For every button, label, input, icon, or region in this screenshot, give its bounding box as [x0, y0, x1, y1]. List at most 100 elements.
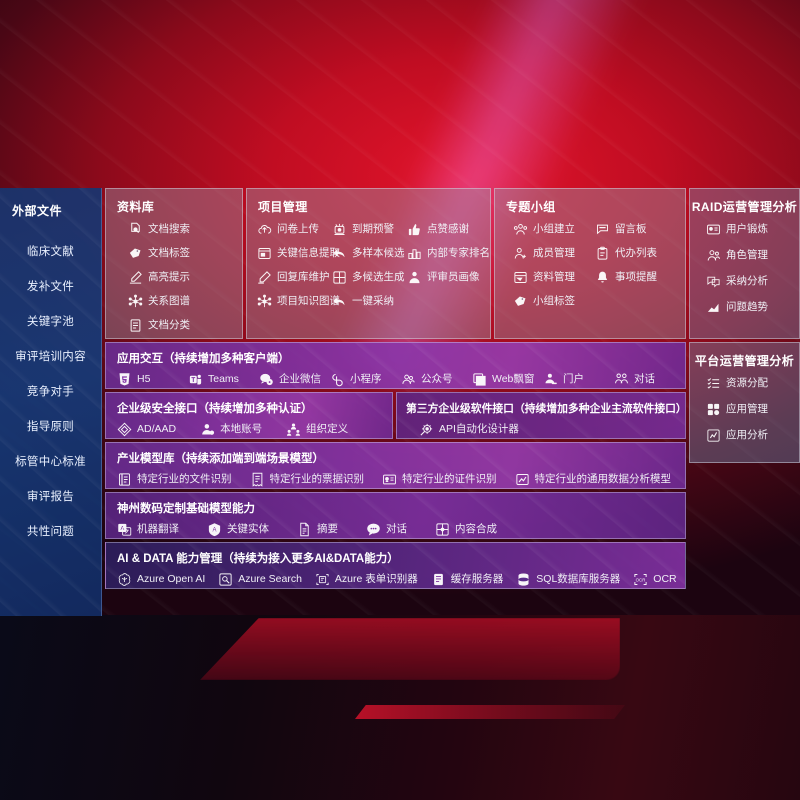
item-issue-trend[interactable]: 问题趋势: [706, 300, 791, 315]
item-app-analysis[interactable]: 应用分析: [706, 428, 791, 443]
item-label: 角色管理: [726, 249, 768, 262]
item-label: 事项提醒: [615, 271, 657, 284]
panel-raid-analysis: RAID运营管理分析 用户锻炼 角色管理 采纳分析 问题趋势: [689, 188, 800, 339]
item-org-definition[interactable]: 组织定义: [286, 422, 348, 437]
item-official-account[interactable]: 公众号: [401, 372, 472, 387]
item-doc-tag[interactable]: 文档标签: [128, 246, 234, 261]
item-label: 应用管理: [726, 403, 768, 416]
bar-dcits-base-model: 神州数码定制基础模型能力 A 机器翻译 A 关键实体 摘要 对话 内容合成: [105, 492, 686, 539]
bar-security-items: AD/AAD 本地账号 组织定义: [106, 416, 392, 437]
item-user-training[interactable]: 用户锻炼: [706, 222, 791, 237]
item-todo-list[interactable]: 代办列表: [595, 246, 677, 261]
item-data-analysis-model[interactable]: 特定行业的通用数据分析模型: [515, 472, 671, 487]
item-miniprogram[interactable]: 小程序: [330, 372, 401, 387]
item-one-click-adopt[interactable]: 一键采纳: [332, 294, 407, 309]
item-expiry-alert[interactable]: 到期预警: [332, 222, 407, 237]
item-web-float-window[interactable]: Web飘窗: [472, 372, 543, 387]
item-summary[interactable]: 摘要: [297, 522, 338, 537]
sidebar-item-review-report[interactable]: 审评报告: [26, 490, 75, 503]
panel-library-title: 资料库: [117, 200, 155, 214]
item-key-entity[interactable]: A 关键实体: [207, 522, 269, 537]
people-group-icon: [513, 222, 528, 237]
item-doc-search[interactable]: 文档搜索: [128, 222, 234, 237]
background-shard-lower: [355, 705, 625, 719]
item-cache-server[interactable]: 缓存服务器: [431, 572, 503, 587]
alarm-icon: [332, 222, 347, 237]
item-group-tag[interactable]: 小组标签: [513, 294, 595, 309]
item-teams[interactable]: Teams: [188, 372, 259, 387]
sidebar-item-guidelines[interactable]: 指导原则: [26, 420, 75, 433]
item-file-recognition[interactable]: 特定行业的文件识别: [117, 472, 232, 487]
item-wecom[interactable]: 企业微信: [259, 372, 330, 387]
item-azure-openai[interactable]: Azure Open AI: [117, 572, 205, 587]
doc-search-icon: [128, 222, 143, 237]
item-key-info-extract[interactable]: 关键信息提取: [257, 246, 340, 261]
sidebar-item-competitors[interactable]: 竞争对手: [26, 385, 75, 398]
sidebar-item-common-issues[interactable]: 共性问题: [26, 525, 75, 538]
item-label: 关系图谱: [148, 295, 190, 308]
item-label: 小程序: [350, 373, 382, 386]
item-ocr[interactable]: OCR OCR: [633, 572, 677, 587]
item-api-designer[interactable]: API自动化设计器: [419, 422, 519, 437]
item-app-management[interactable]: 应用管理: [706, 402, 791, 417]
item-label: 问卷上传: [277, 223, 319, 236]
item-reviewer-profile[interactable]: 评审员画像: [407, 270, 482, 285]
item-label: 多样本候选: [351, 247, 405, 260]
bar-thirdparty-items: API自动化设计器: [397, 416, 685, 437]
item-azure-form-recognizer[interactable]: Azure 表单识别器: [315, 572, 418, 587]
knowledge-graph-icon: [128, 294, 143, 309]
item-label: 本地账号: [220, 423, 263, 436]
item-portal[interactable]: 门户: [543, 372, 614, 387]
item-role-management[interactable]: 角色管理: [706, 248, 791, 263]
item-label: 关键实体: [227, 523, 269, 536]
item-multi-sample-candidate[interactable]: 多样本候选: [332, 246, 407, 261]
item-doc-category[interactable]: 文档分类: [128, 318, 234, 333]
item-expert-ranking[interactable]: 内部专家排名: [407, 246, 490, 261]
bar-aidata-items: Azure Open AI Azure Search Azure 表单识别器 缓…: [106, 566, 685, 587]
translate-icon: A: [117, 522, 132, 537]
item-label: 内部专家排名: [426, 247, 490, 260]
item-label: OCR: [653, 573, 677, 586]
item-sql-database-server[interactable]: SQL数据库服务器: [516, 572, 620, 587]
item-invoice-recognition[interactable]: 特定行业的票据识别: [250, 472, 365, 487]
sidebar-item-supplement-docs[interactable]: 发补文件: [26, 280, 75, 293]
item-h5[interactable]: H5: [117, 372, 188, 387]
item-event-reminder[interactable]: 事项提醒: [595, 270, 677, 285]
item-label: 特定行业的票据识别: [269, 473, 365, 486]
portal-icon: [543, 372, 558, 387]
item-adoption-analysis[interactable]: 采纳分析: [706, 274, 791, 289]
background-shard-upper: [200, 618, 620, 680]
item-highlight-hint[interactable]: 高亮提示: [128, 270, 234, 285]
sidebar-item-standards-center[interactable]: 标管中心标准: [15, 455, 86, 468]
item-label: 小组建立: [533, 223, 575, 236]
item-reply-library-maintain[interactable]: 回复库维护: [257, 270, 332, 285]
item-member-management[interactable]: 成员管理: [513, 246, 595, 261]
knowledge-graph-icon: [257, 294, 272, 309]
cloud-upload-icon: [257, 222, 272, 237]
item-project-knowledge-graph[interactable]: 项目知识图谱: [257, 294, 340, 309]
item-content-synthesis[interactable]: 内容合成: [435, 522, 497, 537]
item-relation-graph[interactable]: 关系图谱: [128, 294, 234, 309]
item-ad-aad[interactable]: AD/AAD: [117, 422, 176, 437]
item-group-create[interactable]: 小组建立: [513, 222, 595, 237]
item-dialog-model[interactable]: 对话: [366, 522, 407, 537]
item-thumbs-thanks[interactable]: 点赞感谢: [407, 222, 482, 237]
item-machine-translation[interactable]: A 机器翻译: [117, 522, 179, 537]
panel-platform-title: 平台运营管理分析: [694, 354, 795, 368]
item-azure-search[interactable]: Azure Search: [218, 572, 302, 587]
item-material-management[interactable]: 资料管理: [513, 270, 595, 285]
item-id-recognition[interactable]: 特定行业的证件识别: [382, 472, 497, 487]
bar-industry-items: 特定行业的文件识别 特定行业的票据识别 特定行业的证件识别 特定行业的通用数据分…: [106, 466, 685, 487]
item-resource-allocation[interactable]: 资源分配: [706, 376, 791, 391]
panel-library-items: 文档搜索 文档标签 高亮提示 关系图谱 文档分类: [106, 215, 242, 342]
item-questionnaire-upload[interactable]: 问卷上传: [257, 222, 332, 237]
item-local-account[interactable]: 本地账号: [200, 422, 262, 437]
sidebar-item-review-training[interactable]: 审评培训内容: [15, 350, 86, 363]
item-dialog[interactable]: 对话: [614, 372, 685, 387]
item-label: 对话: [634, 373, 655, 386]
sidebar-item-clinical-literature[interactable]: 临床文献: [26, 245, 75, 258]
item-multi-candidate-generate[interactable]: 多候选生成: [332, 270, 407, 285]
sidebar-item-keyword-pool[interactable]: 关键字池: [26, 315, 75, 328]
panel-platform-analysis: 平台运营管理分析 资源分配 应用管理 应用分析: [689, 342, 800, 463]
item-message-board[interactable]: 留言板: [595, 222, 677, 237]
